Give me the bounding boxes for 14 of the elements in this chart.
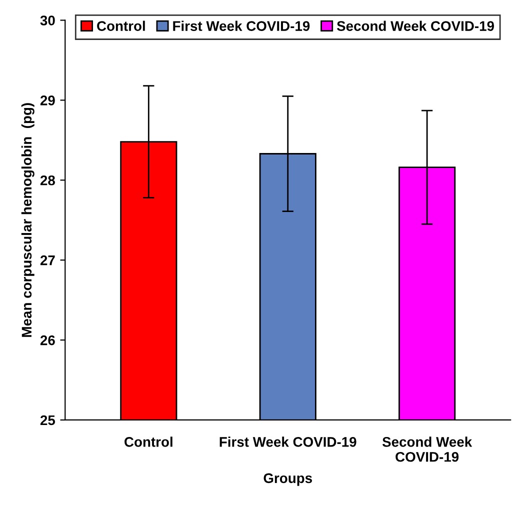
- y-tick-label: 27: [40, 255, 55, 266]
- y-tick-label: 29: [40, 96, 55, 106]
- x-axis-title: Groups: [264, 473, 312, 486]
- legend-label: First Week COVID-19: [173, 20, 310, 31]
- legend-label: Control: [97, 20, 145, 31]
- y-tick-label: 30: [40, 16, 55, 26]
- y-tick-label: 28: [40, 175, 55, 186]
- y-axis-title: Mean corpuscular hemoglobin (pg): [21, 103, 34, 337]
- y-tick-label: 26: [40, 335, 55, 346]
- x-tick-label: Control: [124, 436, 172, 447]
- x-tick-label: Second Week COVID-19: [382, 436, 472, 462]
- legend-label: Second Week COVID-19: [336, 20, 494, 31]
- y-tick-label: 25: [40, 415, 56, 426]
- x-tick-label: First Week COVID-19: [220, 436, 356, 447]
